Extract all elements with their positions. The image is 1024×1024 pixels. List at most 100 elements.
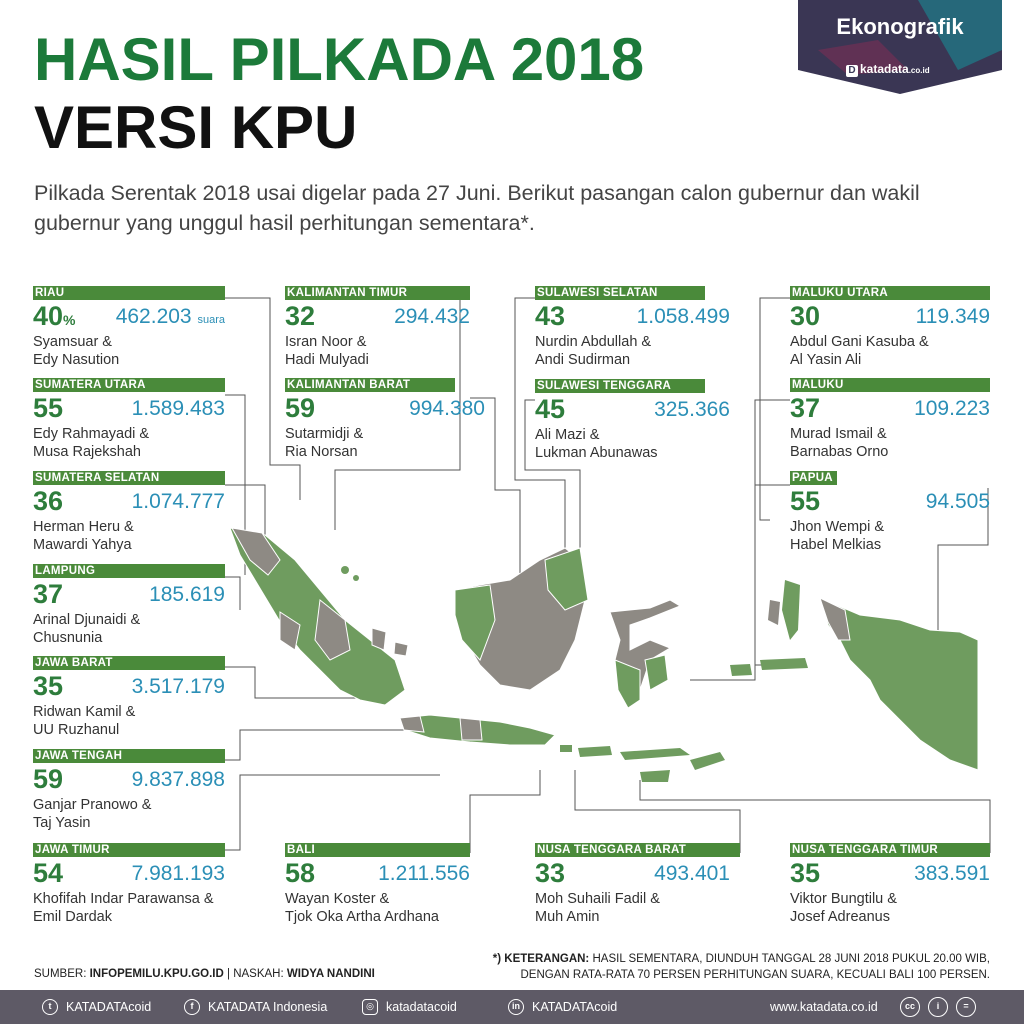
region-candidates: Jhon Wempi & Habel Melkias: [790, 519, 885, 553]
region-jawa-barat: JAWA BARAT 35 3.517.179 Ridwan Kamil & UU…: [33, 656, 225, 738]
region-candidates: Wayan Koster & Tjok Oka Artha Ardhana: [285, 891, 439, 925]
region-votes: 462.203 suara: [115, 305, 225, 328]
footer-facebook[interactable]: KATADATA Indonesia: [208, 1000, 328, 1014]
region-bali: BALI 58 1.211.556 Wayan Koster & Tjok Oka…: [285, 843, 470, 925]
region-candidates: Nurdin Abdullah & Andi Sudirman: [535, 334, 652, 368]
region-candidates: Ridwan Kamil & UU Ruzhanul: [33, 704, 136, 738]
intro-text: Pilkada Serentak 2018 usai digelar pada …: [34, 181, 920, 235]
region-percentage: 45: [535, 394, 566, 424]
region-votes: 7.981.193: [131, 862, 225, 885]
region-maluku: MALUKU 37 109.223 Murad Ismail & Barnabas…: [790, 378, 990, 460]
region-sulawesi-tenggara: SULAWESI TENGGARA 45 325.366 Ali Mazi & L…: [535, 379, 730, 461]
region-candidates: Murad Ismail & Barnabas Orno: [790, 426, 889, 460]
region-nusa-tenggara-barat: NUSA TENGGARA BARAT 33 493.401 Moh Suhai…: [535, 843, 740, 925]
region-votes: 119.349: [915, 305, 990, 328]
instagram-icon[interactable]: ◎: [362, 999, 378, 1015]
region-percentage: 55: [33, 393, 64, 423]
region-votes: 1.074.777: [131, 490, 225, 513]
region-papua: PAPUA 55 94.505 Jhon Wempi & Habel Melkia…: [790, 471, 990, 553]
region-header: SULAWESI SELATAN: [535, 286, 705, 300]
papua-island: [819, 597, 979, 771]
region-header: SUMATERA SELATAN: [33, 471, 225, 485]
region-votes: 994.380: [409, 397, 485, 420]
region-percentage: 35: [790, 858, 821, 888]
region-header: JAWA TIMUR: [33, 843, 225, 857]
region-candidates: Herman Heru & Mawardi Yahya: [33, 519, 134, 553]
region-jawa-timur: JAWA TIMUR 54 7.981.193 Khofifah Indar P…: [33, 843, 225, 925]
linkedin-icon[interactable]: in: [508, 999, 524, 1015]
region-header: PAPUA: [790, 471, 837, 485]
region-header: MALUKU: [790, 378, 990, 392]
region-lampung: LAMPUNG 37 185.619 Arinal Djunaidi & Chus…: [33, 564, 225, 646]
region-candidates: Arinal Djunaidi & Chusnunia: [33, 612, 141, 646]
badge-title: Ekonografik: [836, 14, 964, 39]
footer-twitter[interactable]: KATADATAcoid: [66, 1000, 152, 1014]
region-votes: 3.517.179: [131, 675, 225, 698]
region-header: SUMATERA UTARA: [33, 378, 225, 392]
region-votes: 1.589.483: [131, 397, 225, 420]
region-kalimantan-timur: KALIMANTAN TIMUR 32 294.432 Isran Noor &…: [285, 286, 470, 368]
region-sumatera-utara: SUMATERA UTARA 55 1.589.483 Edy Rahmayad…: [33, 378, 225, 460]
cc-icon: cc: [900, 997, 920, 1017]
region-percentage: 33: [535, 858, 566, 888]
region-riau: RIAU 40% 462.203 suara Syamsuar & Edy Nas…: [33, 286, 225, 368]
region-candidates: Moh Suhaili Fadil & Muh Amin: [535, 891, 660, 925]
footer-bar: t KATADATAcoid f KATADATA Indonesia ◎ ka…: [0, 990, 1024, 1024]
footer-instagram[interactable]: katadatacoid: [386, 1000, 457, 1014]
region-candidates: Abdul Gani Kasuba & Al Yasin Ali: [790, 334, 929, 368]
region-candidates: Viktor Bungtilu & Josef Adreanus: [790, 891, 897, 925]
region-votes: 1.058.499: [636, 305, 730, 328]
region-header: KALIMANTAN TIMUR: [285, 286, 470, 300]
region-votes: 109.223: [914, 397, 990, 420]
region-sulawesi-selatan: SULAWESI SELATAN 43 1.058.499 Nurdin Abd…: [535, 286, 730, 368]
region-candidates: Syamsuar & Edy Nasution: [33, 334, 120, 368]
region-votes: 493.401: [654, 862, 730, 885]
region-header: MALUKU UTARA: [790, 286, 990, 300]
region-percentage: 40%: [33, 301, 76, 331]
region-header: BALI: [285, 843, 470, 857]
region-candidates: Khofifah Indar Parawansa & Emil Dardak: [33, 891, 214, 925]
footer-linkedin[interactable]: KATADATAcoid: [532, 1000, 618, 1014]
region-votes: 383.591: [914, 862, 990, 885]
region-kalimantan-barat: KALIMANTAN BARAT 59 994.380 Sutarmidji &…: [285, 378, 485, 460]
region-header: JAWA BARAT: [33, 656, 225, 670]
region-votes: 325.366: [654, 398, 730, 421]
region-percentage: 30: [790, 301, 821, 331]
attribution-icon: i: [928, 997, 948, 1017]
region-votes: 94.505: [925, 490, 990, 513]
region-header: NUSA TENGGARA TIMUR: [790, 843, 990, 857]
title-line-2: VERSI KPU: [34, 94, 358, 161]
facebook-icon[interactable]: f: [184, 999, 200, 1015]
footer-website[interactable]: www.katadata.co.id: [770, 1000, 878, 1014]
region-votes: 9.837.898: [131, 768, 225, 791]
region-votes: 294.432: [394, 305, 470, 328]
region-percentage: 36: [33, 486, 64, 516]
region-header: KALIMANTAN BARAT: [285, 378, 455, 392]
region-maluku-utara: MALUKU UTARA 30 119.349 Abdul Gani Kasub…: [790, 286, 990, 368]
region-percentage: 35: [33, 671, 64, 701]
no-derivatives-icon: =: [956, 997, 976, 1017]
connector-lines: [225, 297, 991, 853]
twitter-icon[interactable]: t: [42, 999, 58, 1015]
katadata-d-icon: D: [846, 65, 858, 77]
footnote-note: *) KETERANGAN: HASIL SEMENTARA, DIUNDUH …: [492, 953, 990, 981]
region-candidates: Ali Mazi & Lukman Abunawas: [535, 427, 658, 461]
region-header: NUSA TENGGARA BARAT: [535, 843, 740, 857]
region-percentage: 55: [790, 486, 821, 516]
region-candidates: Edy Rahmayadi & Musa Rajekshah: [33, 426, 150, 460]
region-percentage: 54: [33, 858, 64, 888]
region-percentage: 37: [33, 579, 64, 609]
region-sumatera-selatan: SUMATERA SELATAN 36 1.074.777 Herman Her…: [33, 471, 225, 553]
region-candidates: Ganjar Pranowo & Taj Yasin: [33, 797, 152, 831]
region-votes: 185.619: [149, 583, 225, 606]
region-header: RIAU: [33, 286, 225, 300]
region-candidates: Sutarmidji & Ria Norsan: [285, 426, 364, 460]
region-candidates: Isran Noor & Hadi Mulyadi: [285, 334, 369, 368]
region-percentage: 32: [285, 301, 316, 331]
region-votes: 1.211.556: [378, 862, 470, 885]
region-percentage: 59: [33, 764, 64, 794]
title-line-1: HASIL PILKADA 2018: [34, 26, 645, 93]
region-percentage: 58: [285, 858, 316, 888]
